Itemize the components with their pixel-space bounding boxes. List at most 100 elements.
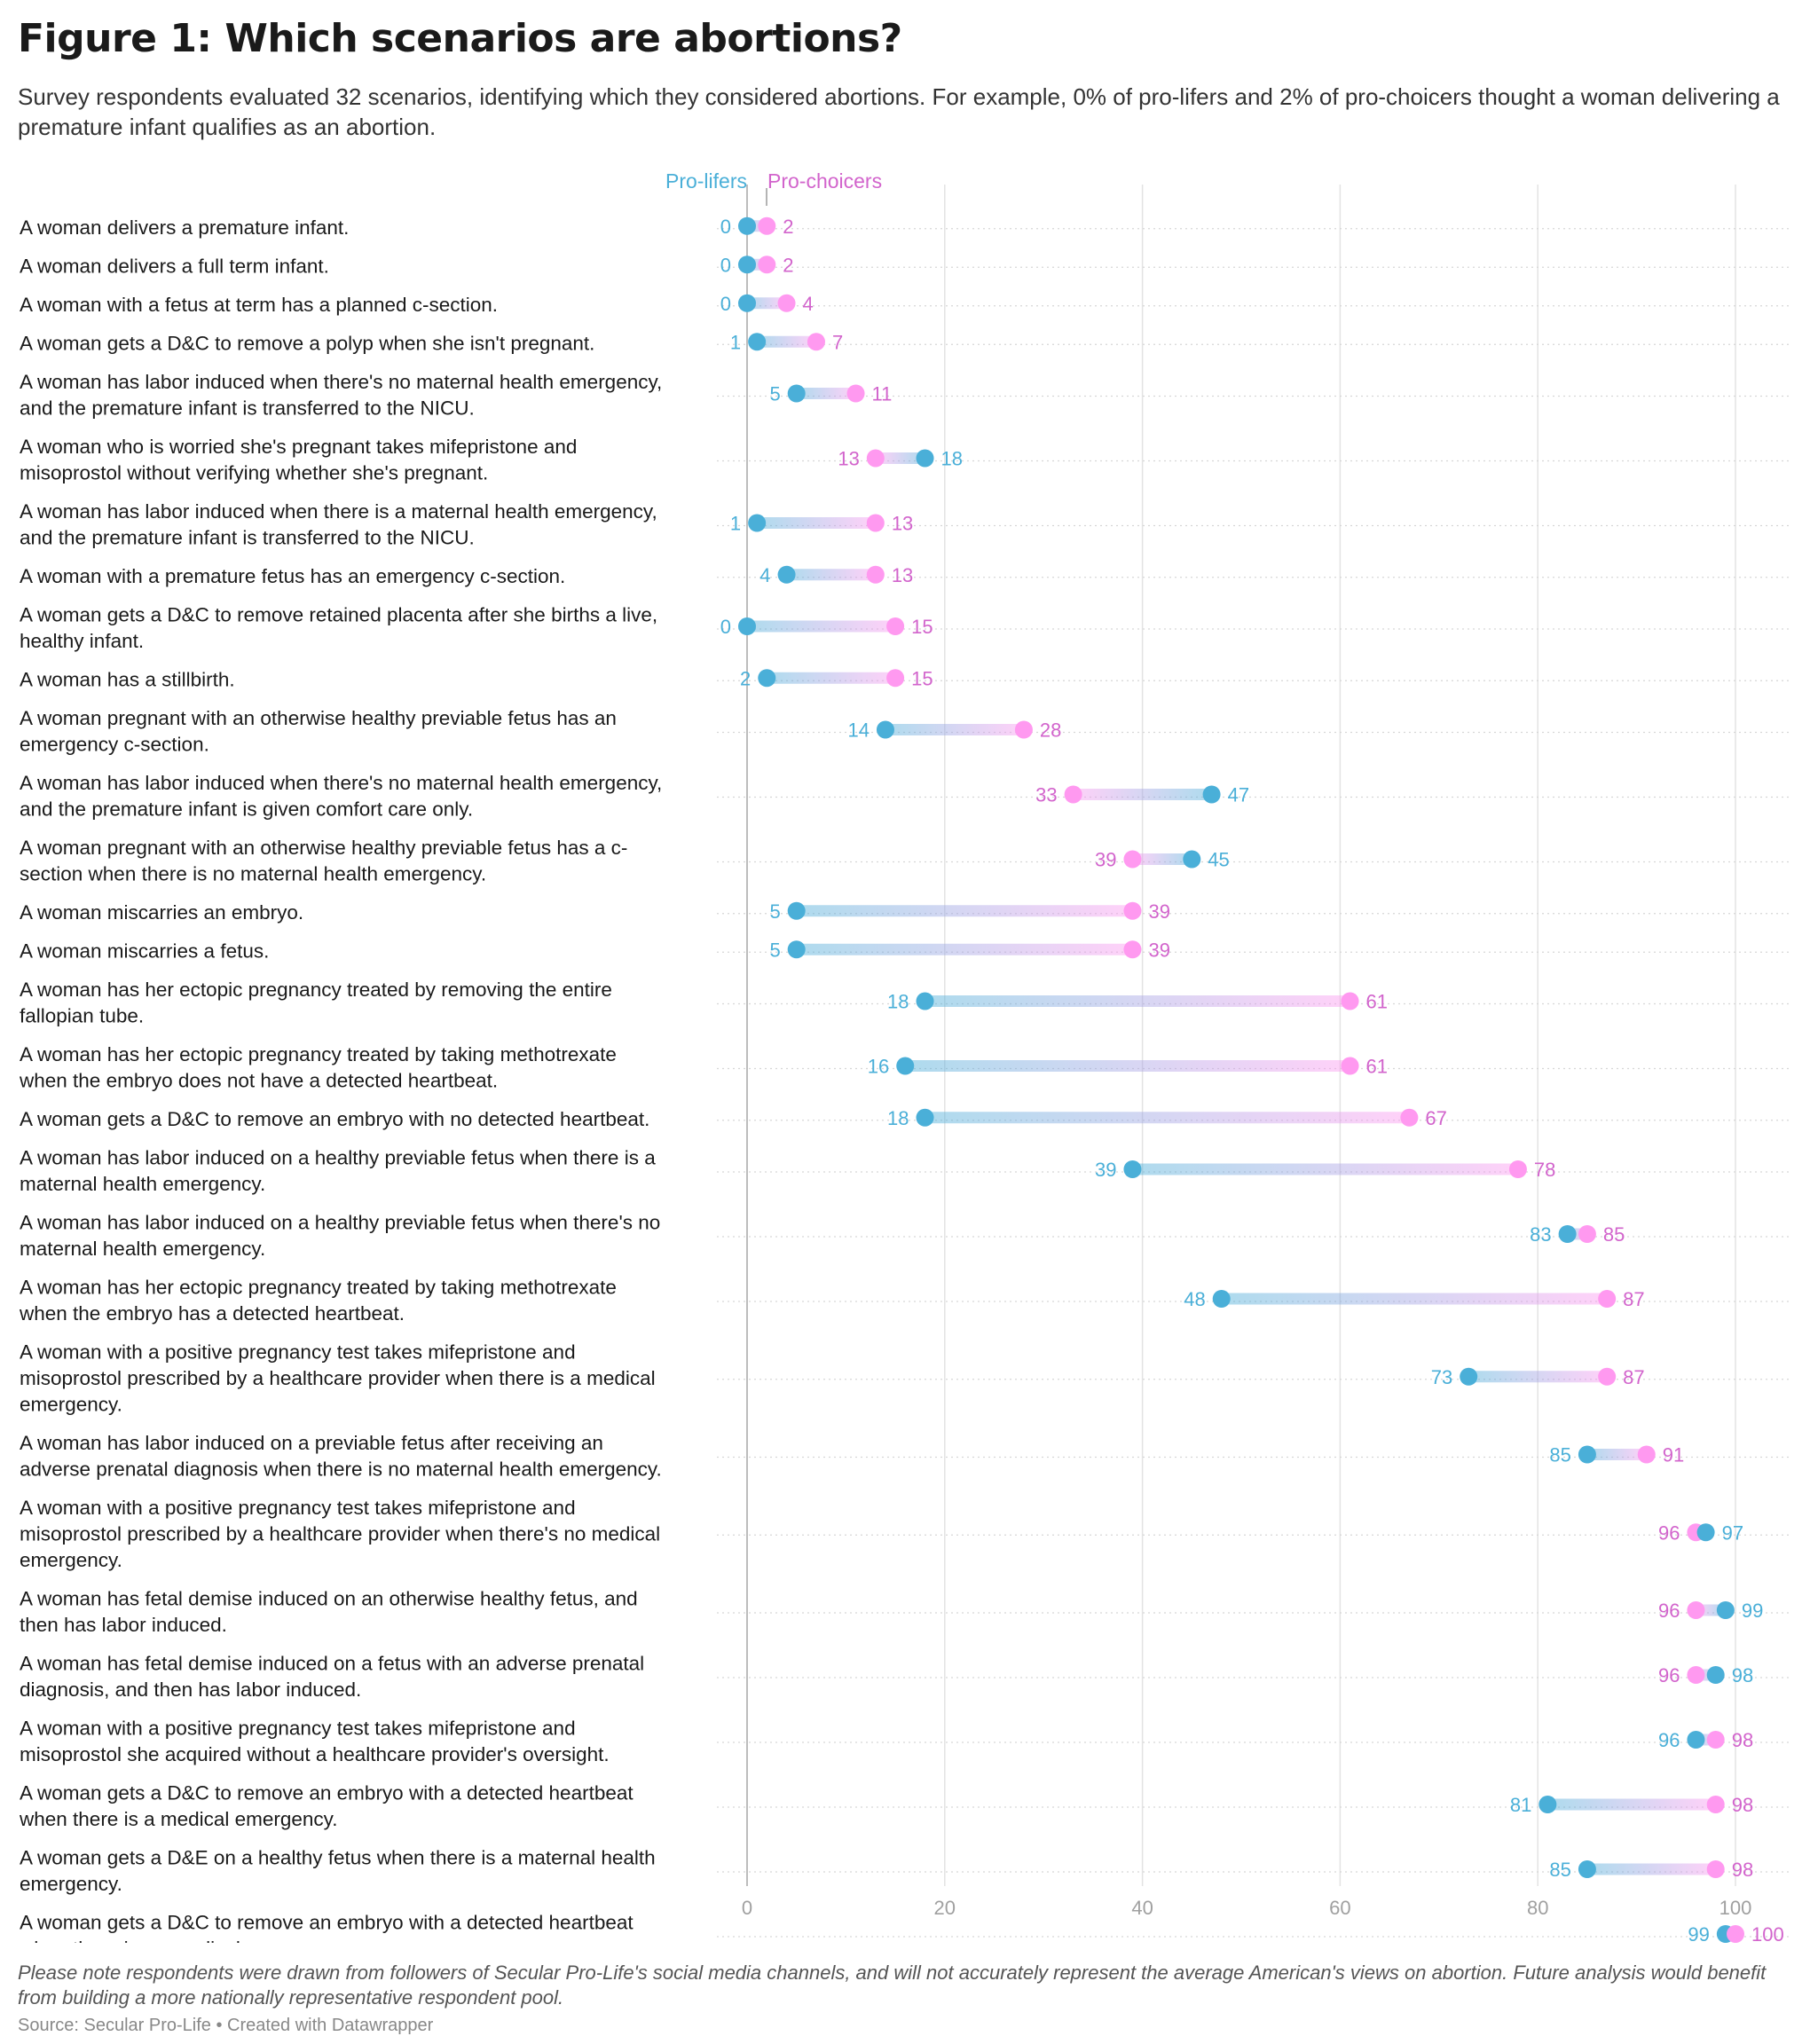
pro-choice-value: 87 [1623, 1366, 1644, 1388]
pro-life-dot [1212, 1290, 1231, 1308]
row-label-line: misoprostol prescribed by a healthcare p… [20, 1523, 660, 1545]
row: A woman has labor induced when there is … [20, 500, 1790, 549]
legend-pro-lifers: Pro-lifers [665, 169, 747, 193]
pro-choice-dot [846, 384, 865, 403]
row-label-line: fallopian tube. [20, 1005, 144, 1027]
row-label-line: diagnosis, and then has labor induced. [20, 1678, 361, 1701]
pro-choice-dot [866, 514, 885, 532]
pro-choice-dot [1341, 1057, 1359, 1075]
range-bar [796, 388, 856, 399]
row-label-line: A woman with a premature fetus has an em… [20, 565, 565, 587]
pro-life-dot [748, 514, 767, 532]
pro-life-dot [748, 333, 767, 351]
row: A woman gets a D&C to remove an embryo w… [20, 1107, 1790, 1130]
pro-choice-dot [1598, 1367, 1617, 1386]
range-bar [1221, 1293, 1608, 1305]
row: A woman with a positive pregnancy test t… [20, 1718, 1790, 1765]
row: A woman gets a D&C to remove a polyp whe… [20, 331, 1790, 355]
row-label-line: A woman has labor induced on a healthy p… [20, 1212, 660, 1234]
range-bar [757, 517, 876, 529]
pro-life-value: 18 [941, 448, 963, 470]
pro-choice-dot [1687, 1666, 1705, 1684]
pro-life-value: 85 [1549, 1859, 1570, 1881]
pro-choice-value: 91 [1663, 1444, 1684, 1466]
row-label-line: A woman with a positive pregnancy test t… [20, 1341, 576, 1364]
pro-choice-dot [758, 256, 776, 274]
row-label: A woman has labor induced on a healthy p… [20, 1212, 660, 1261]
pro-choice-dot [1064, 785, 1082, 804]
range-bar [1073, 789, 1212, 800]
row-label-line: A woman has labor induced when there's n… [20, 772, 662, 794]
chart-title: Figure 1: Which scenarios are abortions? [18, 16, 902, 61]
range-bar [1547, 1798, 1716, 1811]
pro-life-value: 1 [730, 513, 741, 535]
row: A woman has her ectopic pregnancy treate… [20, 979, 1790, 1027]
row: A woman delivers a full term infant. 0 2 [20, 254, 1790, 278]
row-label-line: A woman gets a D&C to remove retained pl… [20, 604, 657, 626]
row-label: A woman with a fetus at term has a plann… [20, 294, 498, 316]
row-label: A woman miscarries an embryo. [20, 901, 303, 924]
pro-life-value: 73 [1431, 1366, 1452, 1388]
pro-choice-dot [1598, 1290, 1617, 1308]
row: A woman gets a D&C to remove retained pl… [20, 604, 1790, 652]
range-bar [1586, 1863, 1716, 1875]
row-label-line: when there is no medical emergency. [19, 1938, 349, 1943]
pro-choice-value: 98 [1732, 1794, 1753, 1816]
row-label: A woman with a positive pregnancy test t… [20, 1341, 656, 1416]
row-label-line: A woman miscarries an embryo. [20, 901, 303, 924]
row-label-line: A woman gets a D&C to remove an embryo w… [20, 1912, 634, 1934]
pro-life-value: 39 [1095, 1159, 1116, 1181]
row: A woman pregnant with an otherwise healt… [20, 707, 1790, 756]
row: A woman delivers a premature infant. 0 2 [20, 216, 1790, 239]
row-label-line: A woman gets a D&C to remove an embryo w… [20, 1108, 649, 1130]
row-label: A woman has labor induced on a healthy p… [20, 1147, 656, 1196]
row-label: A woman has fetal demise induced on an o… [20, 1588, 638, 1637]
row-label: A woman has labor induced when there's n… [20, 371, 662, 420]
pro-choice-value: 2 [783, 254, 793, 276]
chart-notes: Please note respondents were drawn from … [18, 1961, 1767, 2009]
pro-life-dot [1558, 1225, 1577, 1243]
row-label-line: A woman has labor induced when there's n… [20, 371, 662, 393]
range-bar [925, 995, 1350, 1007]
pro-life-dot [787, 901, 806, 920]
pro-life-value: 5 [769, 383, 780, 405]
pro-life-dot [1202, 785, 1221, 804]
x-tick-label: 80 [1527, 1897, 1548, 1919]
row-label-line: then has labor induced. [20, 1614, 227, 1636]
row-label: A woman has labor induced when there's n… [20, 772, 662, 821]
row: A woman with a premature fetus has an em… [20, 564, 1790, 587]
row-label-line: A woman with a positive pregnancy test t… [20, 1718, 576, 1740]
pro-choice-dot [1727, 1925, 1744, 1943]
row-label-line: maternal health emergency. [20, 1173, 265, 1195]
pro-life-value: 18 [887, 1107, 909, 1129]
pro-choice-dot [1123, 901, 1142, 920]
pro-choice-dot [1706, 1731, 1725, 1749]
pro-choice-value: 98 [1732, 1859, 1753, 1881]
row-label-line: A woman pregnant with an otherwise healt… [20, 707, 617, 729]
pro-life-dot [1687, 1731, 1705, 1749]
row-label: A woman has a stillbirth. [20, 669, 235, 691]
pro-life-value: 2 [740, 667, 751, 689]
row: A woman gets a D&C to remove an embryo w… [19, 1912, 1790, 1943]
pro-life-value: 48 [1184, 1288, 1205, 1310]
row-label-line: and the premature infant is transferred … [20, 397, 475, 420]
row-label-line: A woman gets a D&E on a healthy fetus wh… [20, 1847, 656, 1869]
pro-life-dot [916, 449, 934, 468]
pro-life-dot [1578, 1860, 1596, 1878]
pro-life-dot [916, 992, 934, 1010]
row-label: A woman with a premature fetus has an em… [20, 565, 565, 587]
pro-life-dot [738, 256, 756, 274]
pro-life-value: 0 [720, 293, 731, 315]
pro-life-dot [1460, 1367, 1478, 1386]
pro-choice-dot [886, 617, 905, 635]
row-label-line: A woman gets a D&C to remove a polyp whe… [20, 333, 594, 355]
pro-choice-value: 87 [1623, 1288, 1644, 1310]
pro-life-dot [758, 669, 776, 688]
range-bar [1132, 853, 1192, 865]
row-label-line: adverse prenatal diagnosis when there is… [20, 1458, 662, 1481]
row-label-line: A woman delivers a full term infant. [20, 256, 329, 278]
row-label: A woman gets a D&E on a healthy fetus wh… [20, 1847, 656, 1896]
pro-life-dot [1183, 850, 1201, 869]
row: A woman has her ectopic pregnancy treate… [19, 1043, 1790, 1092]
pro-choice-dot [1014, 720, 1033, 739]
